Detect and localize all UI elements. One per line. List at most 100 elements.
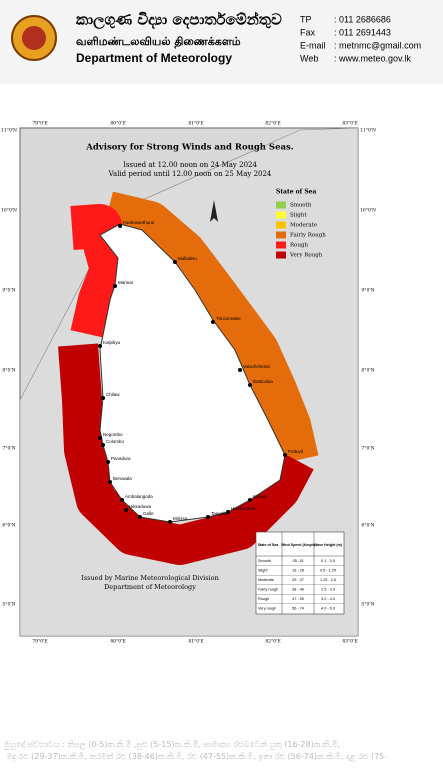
- place-label: Mannar: [118, 280, 134, 285]
- lon-label: 80°0'E: [110, 121, 125, 127]
- title-si: කාලගුණ විද්‍යා දෙපාර්තමේන්තුව: [76, 10, 282, 29]
- table-cell: 05 -15: [293, 559, 304, 563]
- place-label: Tangalle: [211, 511, 228, 516]
- legend-swatch: [276, 221, 286, 229]
- place-dot: [206, 515, 210, 519]
- legend-swatch: [276, 231, 286, 239]
- table-cell: Moderate: [258, 578, 274, 582]
- place-dot: [124, 508, 128, 512]
- legend-label: Very Rough: [289, 253, 323, 259]
- legend-label: Moderate: [290, 223, 317, 229]
- table-header: Wind Speed (Kmph): [281, 543, 316, 547]
- lat-label: 7°0'N: [2, 446, 15, 452]
- place-label: Pottuvil: [288, 449, 303, 454]
- legend-label: Fairly Rough: [290, 233, 326, 239]
- contact-label: Web: [300, 53, 318, 63]
- place-dot: [283, 453, 287, 457]
- legend-swatch: [276, 211, 286, 219]
- table-cell: 3.0 - 4.0: [321, 597, 335, 601]
- place-dot: [101, 396, 105, 400]
- issued: Issued at 12.00 noon on 24 May 2024: [123, 161, 257, 169]
- map-footer: Department of Meteorology: [104, 583, 196, 591]
- lon-label: 79°0'E: [32, 639, 47, 645]
- place-dot: [101, 443, 105, 447]
- table-cell: 38 - 46: [292, 588, 304, 592]
- place-label: Trincomalee: [216, 316, 241, 321]
- table-cell: 2.5 - 3.0: [321, 588, 335, 592]
- contact-label: TP: [300, 14, 312, 24]
- lat-label: 9°0'N: [361, 288, 374, 294]
- emblem-center: [22, 26, 46, 50]
- zone-very-rough: [58, 343, 314, 565]
- table-header: Wave Height (m): [314, 543, 343, 547]
- contact-label: E-mail: [300, 40, 326, 50]
- lon-label: 83°0'E: [342, 639, 357, 645]
- table-cell: 56 - 74: [292, 607, 304, 611]
- title-en: Department of Meteorology: [76, 51, 232, 65]
- place-dot: [98, 436, 102, 440]
- place-dot: [226, 510, 230, 514]
- place-label: Kankasanthurai: [123, 220, 154, 225]
- zone-rough: [70, 204, 134, 340]
- place-label: Kalpitiya: [103, 340, 121, 345]
- place-dot: [120, 498, 124, 502]
- lat-label: 7°0'N: [361, 446, 374, 452]
- place-label: Hikkaduwa: [129, 504, 152, 509]
- table-header: State of Sea: [258, 543, 280, 547]
- place-dot: [106, 460, 110, 464]
- lat-label: 6°0'N: [2, 523, 15, 529]
- lat-label: 5°0'N: [361, 602, 374, 608]
- table-cell: 1.25 - 2.5: [320, 578, 336, 582]
- lat-label: 6°0'N: [361, 523, 374, 529]
- map-footer: Issued by Marine Meteorological Division: [81, 574, 219, 582]
- lat-label: 5°0'N: [2, 602, 15, 608]
- lat-label: 10°0'N: [360, 208, 376, 214]
- lat-label: 11°0'N: [360, 128, 376, 134]
- table-cell: Fairly rough: [258, 588, 278, 592]
- table-cell: 47 - 55: [292, 597, 304, 601]
- contact-value: : 011 2691443: [334, 27, 391, 37]
- legend-title: State of Sea: [276, 189, 316, 196]
- table-cell: Rough: [258, 597, 269, 601]
- place-dot: [138, 515, 142, 519]
- valid: Valid period until 12.00 noon on 25 May …: [108, 170, 272, 178]
- place-label: Kirinda: [253, 494, 268, 499]
- zones: [58, 191, 319, 565]
- zone-fairly-rough: [103, 191, 319, 465]
- contact-value: : www.meteo.gov.lk: [334, 53, 411, 63]
- place-dot: [211, 320, 215, 324]
- lon-label: 79°0'E: [32, 121, 47, 127]
- place-dot: [113, 284, 117, 288]
- place-label: Panadura: [111, 456, 131, 461]
- sea-table: [255, 531, 345, 615]
- place-dot: [238, 368, 242, 372]
- place-dot: [173, 260, 177, 264]
- table-cell: Smooth: [258, 559, 271, 563]
- place-dot: [98, 344, 102, 348]
- lon-label: 82°0'E: [265, 639, 280, 645]
- place-label: Valachchenai: [243, 364, 270, 369]
- legend-swatch: [276, 241, 286, 249]
- place-label: Galle: [143, 511, 154, 516]
- place-label: Hambantota: [231, 506, 256, 511]
- lon-label: 82°0'E: [265, 121, 280, 127]
- contact-value: : metnmc@gmail.com: [334, 40, 421, 50]
- place-dot: [248, 498, 252, 502]
- legend-label: Slight: [290, 213, 307, 219]
- table-cell: Slight: [258, 569, 268, 573]
- lat-label: 9°0'N: [2, 288, 15, 294]
- place-label: Colombo: [106, 439, 125, 444]
- place-dot: [108, 480, 112, 484]
- place-label: Ambalangoda: [125, 494, 153, 499]
- lat-label: 8°0'N: [361, 368, 374, 374]
- legend-label: Rough: [290, 243, 309, 249]
- contact-label: Fax: [300, 27, 316, 37]
- place-dot: [168, 520, 172, 524]
- table-cell: 4.0 - 6.0: [321, 607, 335, 611]
- place-label: Mullaitivu: [178, 256, 197, 261]
- place-label: Batticaloa: [253, 379, 273, 384]
- contact-value: : 011 2686686: [334, 14, 391, 24]
- legend-label: Smooth: [290, 203, 312, 209]
- table-cell: Very rough: [258, 607, 276, 611]
